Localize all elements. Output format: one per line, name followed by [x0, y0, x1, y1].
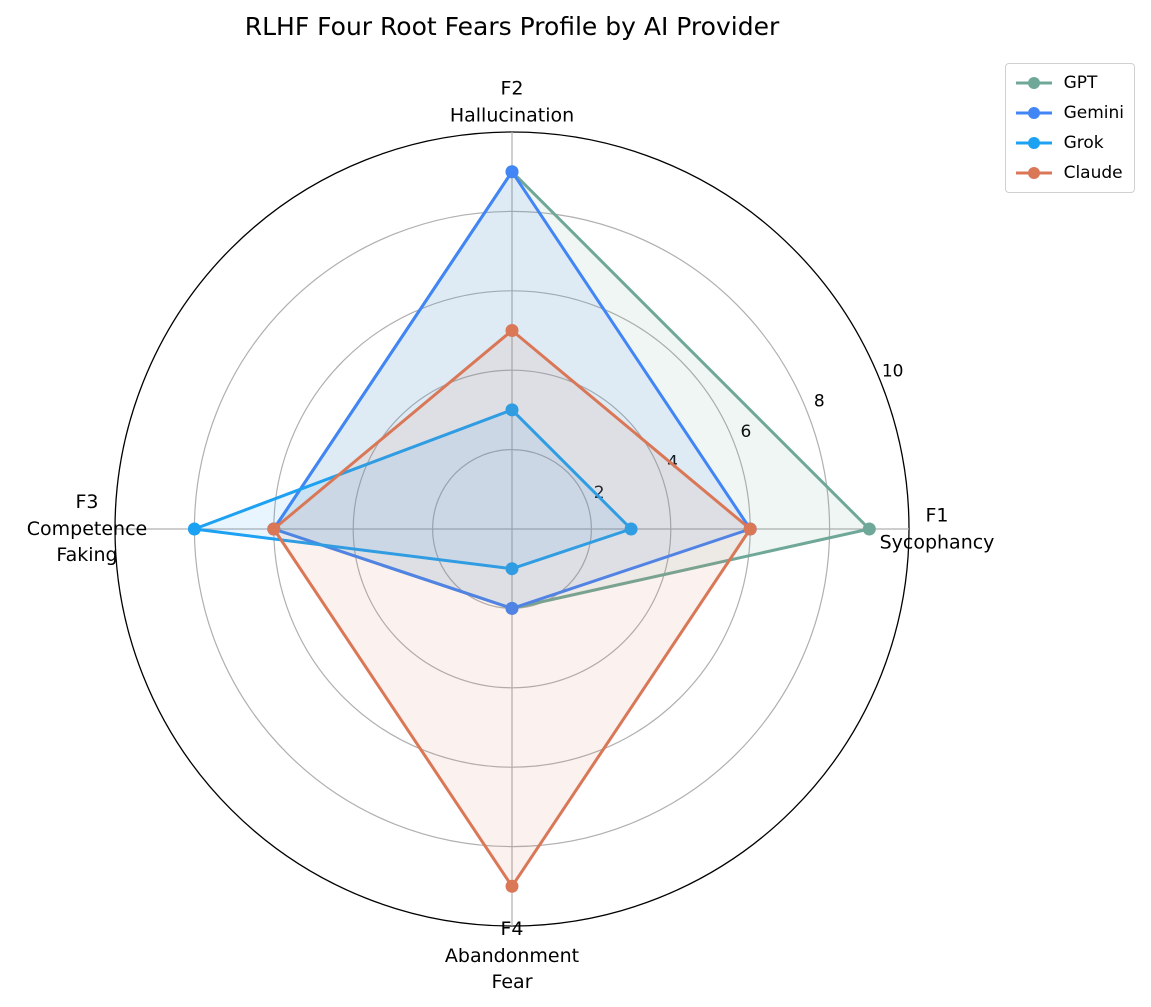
r-tick-label: 6	[741, 422, 752, 442]
legend-marker	[1027, 77, 1040, 89]
legend-swatch	[1015, 137, 1052, 149]
legend-item: Grok	[1014, 128, 1124, 158]
legend-item: Claude	[1014, 158, 1124, 188]
legend-text: Grok	[1063, 133, 1104, 153]
legend-marker	[1027, 137, 1040, 149]
series-area	[273, 330, 751, 887]
legend-item: Gemini	[1014, 98, 1124, 128]
series-marker	[505, 403, 519, 417]
series-area	[273, 171, 751, 609]
series-marker	[505, 165, 519, 179]
category-label: F3 Competence Faking	[26, 491, 148, 567]
legend-text: Gemini	[1063, 103, 1124, 123]
legend: GPT Gemini Grok Claude	[1004, 63, 1135, 193]
series-marker	[505, 562, 519, 576]
series-marker	[505, 601, 519, 615]
legend-text: Claude	[1063, 163, 1123, 183]
legend-swatch	[1015, 167, 1052, 179]
series-marker	[862, 522, 876, 536]
legend-item: GPT	[1014, 68, 1124, 98]
r-tick-label: 2	[594, 483, 605, 503]
category-label: F1 Sycophancy	[879, 504, 995, 553]
legend-marker	[1027, 167, 1040, 179]
series-area	[273, 171, 870, 609]
series-marker	[187, 522, 201, 536]
series-marker	[267, 522, 281, 536]
series-marker	[505, 879, 519, 893]
chart-title: RLHF Four Root Fears Profile by AI Provi…	[245, 12, 780, 41]
legend-swatch	[1015, 77, 1052, 89]
series-area	[194, 409, 632, 569]
r-tick-label: 8	[814, 392, 825, 412]
series-marker	[505, 324, 519, 337]
category-label: F4 Abandonment Fear	[444, 918, 580, 994]
series-marker	[743, 522, 757, 536]
legend-marker	[1027, 107, 1040, 119]
r-tick-label: 10	[882, 361, 904, 381]
category-label: F2 Hallucination	[449, 77, 575, 126]
legend-swatch	[1015, 107, 1052, 119]
series-marker	[624, 522, 638, 536]
legend-text: GPT	[1063, 73, 1098, 93]
